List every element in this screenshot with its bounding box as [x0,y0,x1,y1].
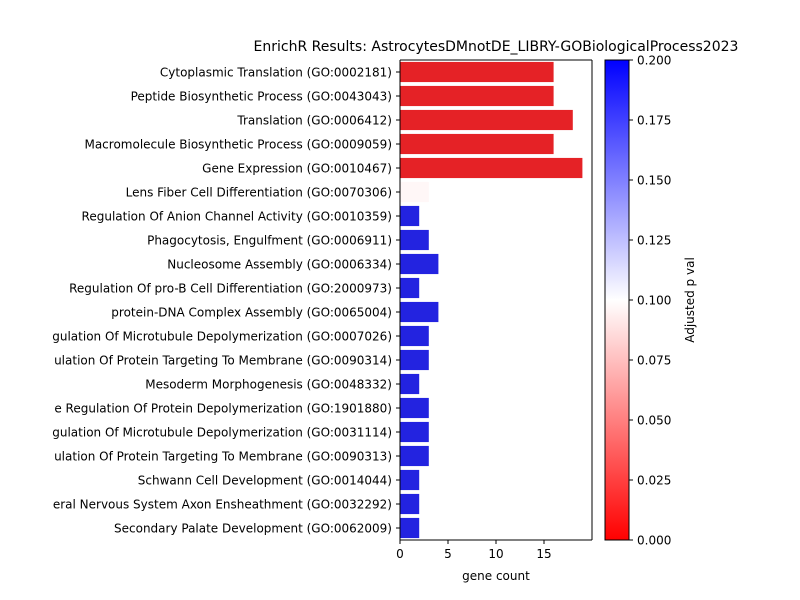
colorbar-tick-label: 0.025 [637,474,671,488]
colorbar-tick-label: 0.050 [637,414,671,428]
x-tick-label: 0 [396,547,404,561]
bar [400,205,420,227]
colorbar-tick-label: 0.175 [637,114,671,128]
x-tick-label: 15 [536,547,551,561]
x-tick-label: 10 [488,547,503,561]
category-label: Translation (GO:0006412) [236,114,392,128]
bar [400,181,429,203]
bar [400,301,439,323]
colorbar [604,59,630,541]
colorbar-ticks: 0.000 0.025 0.050 0.075 0.100 0.125 0.150 0.175… [629,54,671,548]
bar [400,157,583,179]
category-label: gulation Of Microtubule Depolymerization… [52,330,392,344]
bar [400,229,429,251]
colorbar-tick-label: 0.000 [637,534,671,548]
category-label: ulation Of Protein Targeting To Membrane… [54,354,392,368]
bar [400,133,554,155]
bar [400,253,439,275]
category-label: Peptide Biosynthetic Process (GO:0043043… [131,90,392,104]
bar [400,445,429,467]
bar [400,493,420,515]
x-axis-label: gene count [462,569,530,583]
colorbar-tick-label: 0.125 [637,234,671,248]
category-label: ulation Of Protein Targeting To Membrane… [54,450,392,464]
bars-layer [400,61,583,539]
category-label: Macromolecule Biosynthetic Process (GO:0… [84,138,392,152]
bar [400,61,554,83]
colorbar-tick-label: 0.200 [637,54,671,68]
colorbar-label: Adjusted p val [683,257,697,343]
colorbar-tick-label: 0.150 [637,174,671,188]
category-label: Phagocytosis, Engulfment (GO:0006911) [147,234,392,248]
colorbar-tick-label: 0.100 [637,294,671,308]
category-label: Mesoderm Morphogenesis (GO:0048332) [145,378,392,392]
bar [400,325,429,347]
category-label: Gene Expression (GO:0010467) [202,162,392,176]
colorbar-tick-label: 0.075 [637,354,671,368]
bar [400,349,429,371]
bar [400,109,573,131]
bar [400,277,420,299]
category-label: eral Nervous System Axon Ensheathment (G… [53,498,392,512]
x-axis: 0 5 10 15 [396,540,552,561]
bar [400,469,420,491]
bar [400,397,429,419]
bar [400,421,429,443]
category-label: Schwann Cell Development (GO:0014044) [138,474,392,488]
bar [400,85,554,107]
category-label: gulation Of Microtubule Depolymerization… [52,426,392,440]
category-label: Lens Fiber Cell Differentiation (GO:0070… [126,186,392,200]
bar [400,373,420,395]
chart-title: EnrichR Results: AstrocytesDMnotDE_LIBRY… [254,39,739,55]
category-labels: Cytoplasmic Translation (GO:0002181) Pept… [52,66,400,536]
category-label: Cytoplasmic Translation (GO:0002181) [160,66,392,80]
bar [400,517,420,539]
category-label: e Regulation Of Protein Depolymerization… [54,402,392,416]
category-label: protein-DNA Complex Assembly (GO:0065004… [111,306,392,320]
category-label: Regulation Of pro-B Cell Differentiation… [69,282,392,296]
x-tick-label: 5 [444,547,452,561]
category-label: Regulation Of Anion Channel Activity (GO… [82,210,392,224]
category-label: Nucleosome Assembly (GO:0006334) [167,258,392,272]
category-label: Secondary Palate Development (GO:0062009… [114,522,392,536]
